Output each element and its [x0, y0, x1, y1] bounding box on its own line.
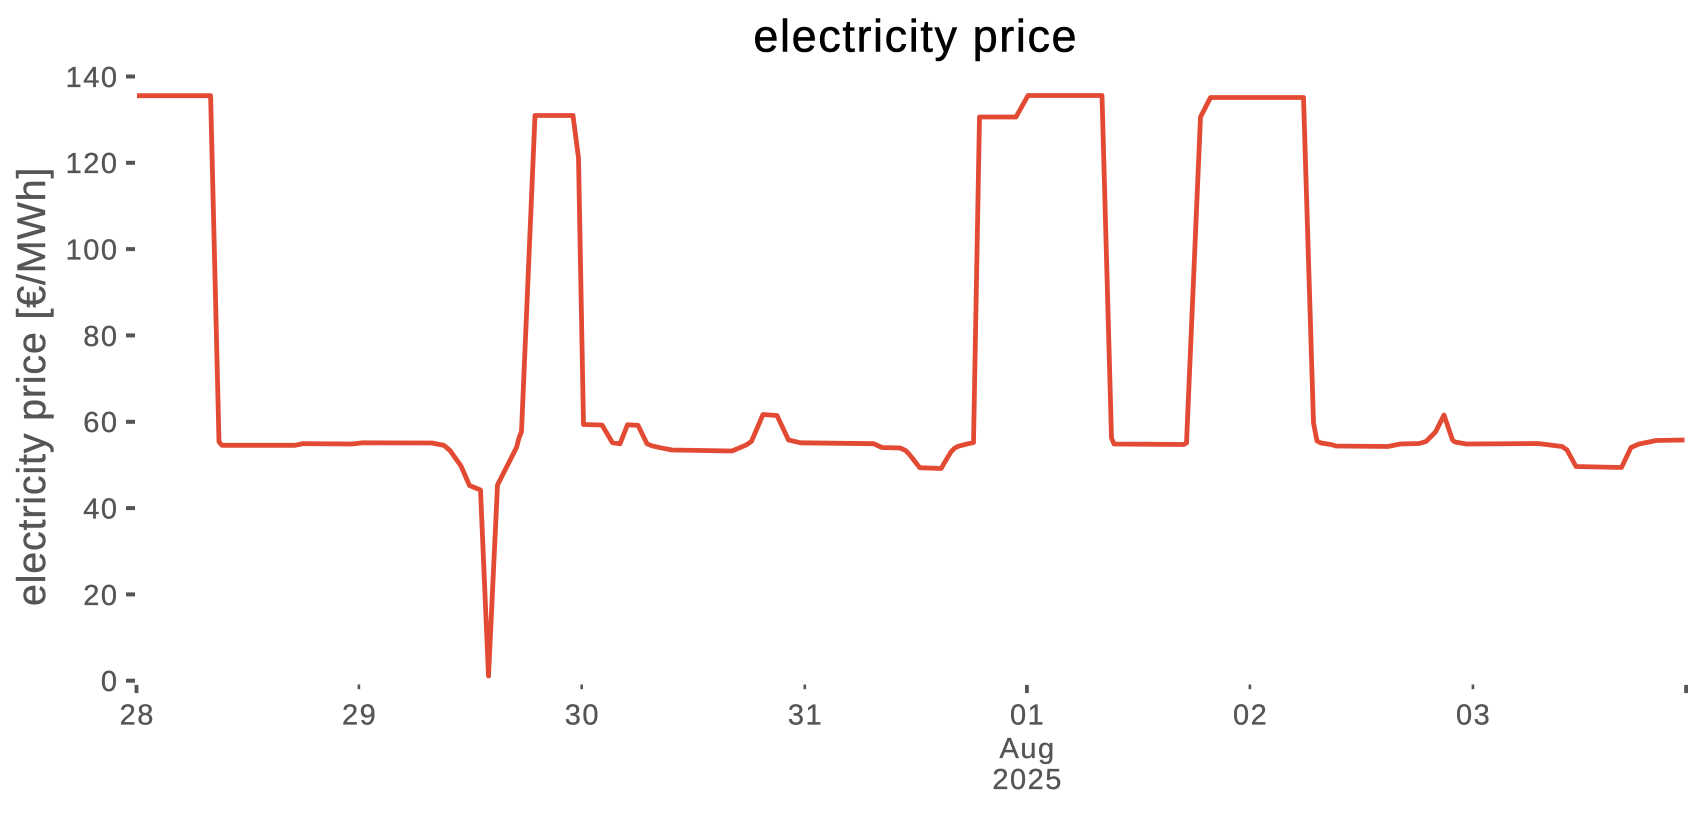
svg-text:29: 29 [342, 700, 377, 732]
svg-text:40: 40 [83, 494, 118, 526]
svg-text:30: 30 [565, 700, 600, 732]
svg-text:0: 0 [101, 666, 119, 698]
svg-text:60: 60 [83, 407, 118, 439]
svg-text:120: 120 [66, 148, 119, 180]
svg-text:02: 02 [1233, 700, 1268, 732]
svg-text:2025: 2025 [992, 764, 1063, 796]
svg-text:28: 28 [120, 700, 155, 732]
svg-text:100: 100 [66, 235, 119, 267]
svg-text:electricity price: electricity price [753, 11, 1078, 62]
svg-text:03: 03 [1456, 700, 1491, 732]
svg-text:01: 01 [1010, 700, 1045, 732]
svg-text:20: 20 [83, 580, 118, 612]
svg-text:31: 31 [788, 700, 823, 732]
svg-text:Aug: Aug [1000, 733, 1056, 765]
svg-text:80: 80 [83, 321, 118, 353]
svg-text:140: 140 [66, 62, 119, 94]
svg-text:electricity price [€/MWh]: electricity price [€/MWh] [10, 167, 54, 606]
